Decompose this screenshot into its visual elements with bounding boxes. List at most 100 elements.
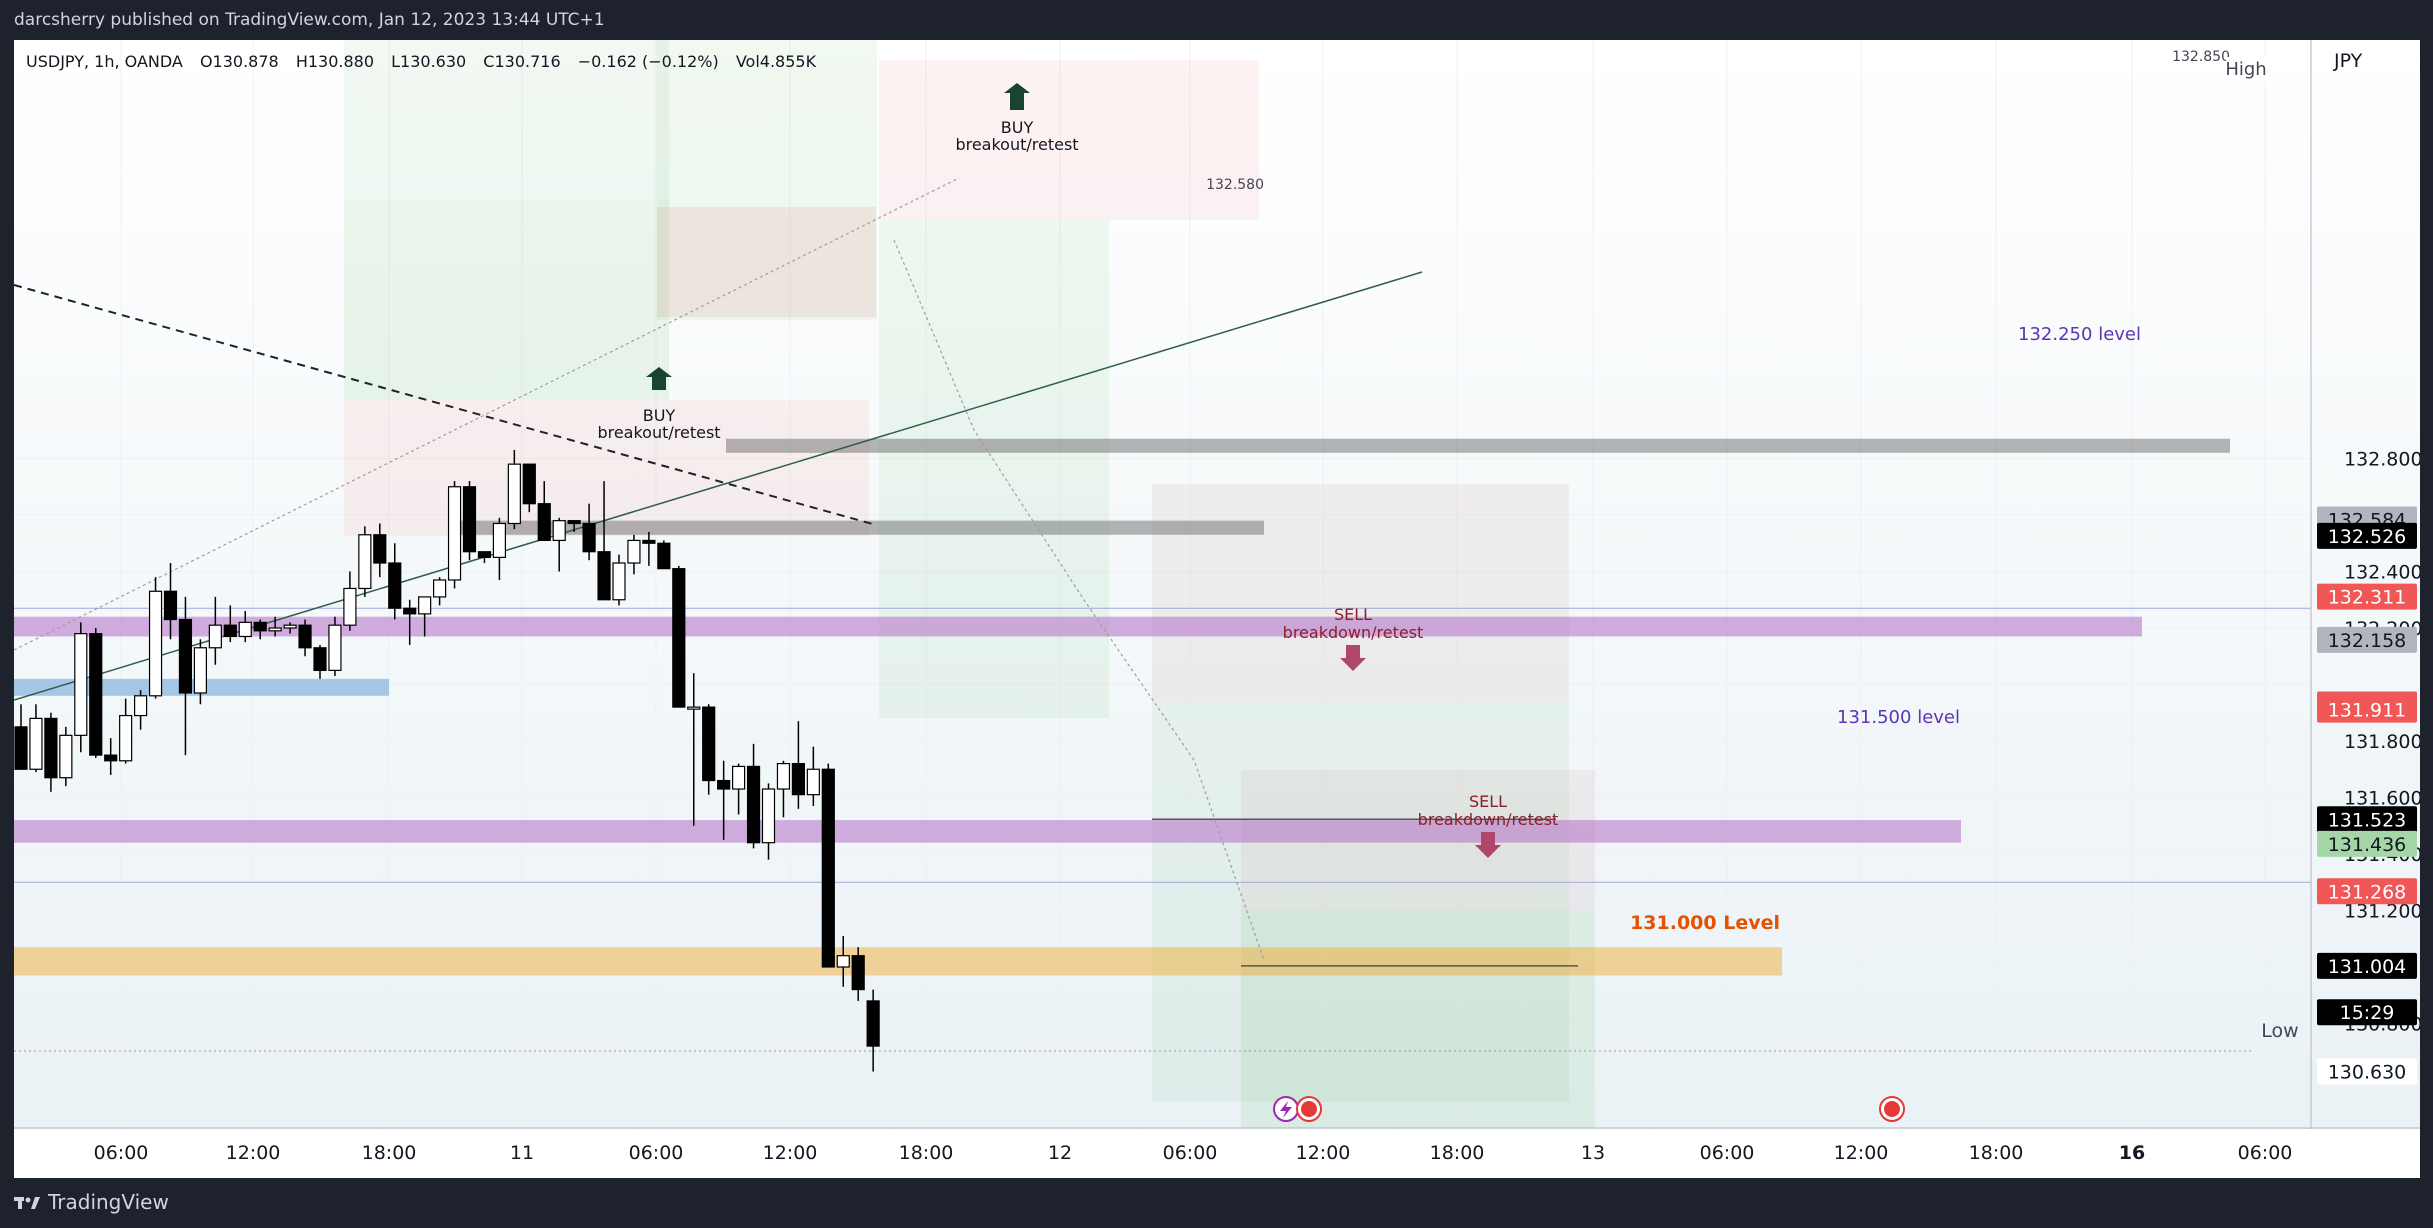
candle <box>418 596 432 637</box>
candle-body <box>268 627 282 632</box>
candle-body <box>283 624 297 629</box>
tradingview-logo[interactable]: TradingView <box>14 1178 169 1227</box>
footer: TradingView <box>0 1178 2433 1227</box>
price-label-text: 131.911 <box>2328 700 2407 722</box>
candle <box>208 596 222 665</box>
price-label-text: 131.523 <box>2328 809 2407 831</box>
candle <box>672 565 686 708</box>
candle-body <box>238 621 252 638</box>
candle <box>178 596 193 756</box>
buy-arrow-icon <box>646 367 672 390</box>
candle-body <box>343 587 357 626</box>
candle <box>148 577 163 699</box>
event-icons[interactable] <box>1273 1096 1905 1122</box>
candle <box>642 531 656 566</box>
sell-annotation-1: SELL breakdown/retest <box>1283 605 1424 671</box>
high-marker-box <box>2226 57 2266 81</box>
candle-body <box>672 568 686 708</box>
buy-label-detail: breakout/retest <box>597 423 720 442</box>
candle <box>776 760 791 818</box>
candle-body <box>537 503 551 542</box>
level-zone <box>14 616 2142 637</box>
sell-label: SELL <box>1469 792 1507 811</box>
candle-body <box>702 706 716 782</box>
candle <box>283 622 297 634</box>
price-label-text: 132.526 <box>2328 526 2407 548</box>
candle-body <box>29 717 43 770</box>
chart-panel[interactable]: USDJPY, 1h, OANDA O130.878 H130.880 L130… <box>14 40 2420 1178</box>
price-label: 132.311 <box>2317 583 2417 610</box>
price-label-text: 130.630 <box>2328 1062 2407 1084</box>
time-tick: 18:00 <box>1969 1142 2024 1164</box>
time-tick: 12 <box>1048 1142 1072 1164</box>
time-axis[interactable]: 06:00 12:00 18:00 11 06:00 12:00 18:00 12 06:00 1… <box>94 1142 2293 1164</box>
candle-body <box>178 618 193 694</box>
price-label: 131.911 <box>2317 696 2417 723</box>
candle <box>238 611 252 643</box>
candle <box>223 605 237 643</box>
price-label-text: 132.311 <box>2328 587 2407 609</box>
position-box <box>344 40 669 200</box>
candle-body <box>462 486 477 553</box>
symbol-info: USDJPY, 1h, OANDA O130.878 H130.880 L130… <box>26 52 817 71</box>
candle <box>597 481 611 601</box>
candle-body <box>193 647 207 694</box>
candle <box>14 704 28 770</box>
sell-label-detail: breakdown/retest <box>1283 623 1424 642</box>
candle <box>567 520 581 532</box>
candle-body <box>44 717 58 779</box>
candle-body <box>776 762 791 790</box>
candle-body <box>328 624 342 671</box>
price-label-text: 132.158 <box>2328 630 2407 652</box>
position-box <box>344 200 669 400</box>
position-box <box>344 400 869 536</box>
time-tick: 06:00 <box>94 1142 149 1164</box>
time-tick: 12:00 <box>1834 1142 1889 1164</box>
candle <box>163 563 178 640</box>
time-tick: 06:00 <box>1700 1142 1755 1164</box>
candle <box>104 738 118 775</box>
time-tick: 11 <box>510 1142 534 1164</box>
candle <box>612 554 626 606</box>
candles <box>14 450 880 1072</box>
candle <box>298 619 312 657</box>
trend-line-dotted <box>14 177 960 651</box>
candle-body <box>492 522 506 558</box>
candle-body <box>806 768 820 796</box>
candle-body <box>403 607 417 615</box>
price-label-text: 131.268 <box>2328 881 2407 903</box>
position-box <box>1152 702 1569 1102</box>
candle-body <box>582 522 596 553</box>
candle <box>866 989 880 1072</box>
candle <box>791 721 806 809</box>
candle <box>836 935 850 987</box>
price-tick: 131.600 <box>2344 788 2420 810</box>
position-box <box>657 207 876 317</box>
price-label-text: 131.436 <box>2328 834 2407 856</box>
candle-body <box>373 534 387 564</box>
candle <box>119 698 133 764</box>
level-zone <box>457 520 1264 535</box>
publisher-line: darcsherry published on TradingView.com,… <box>14 10 605 30</box>
price-label: 131.436 <box>2317 830 2417 857</box>
candle <box>851 947 865 1001</box>
price-label-box <box>2317 583 2417 610</box>
candle-body <box>657 542 671 570</box>
candle-body <box>313 647 327 671</box>
candle <box>89 628 103 758</box>
candle <box>462 481 477 561</box>
candle <box>477 551 492 564</box>
candle <box>268 616 282 637</box>
time-tick: 18:00 <box>899 1142 954 1164</box>
price-label-box <box>2317 999 2417 1026</box>
zone-label-132250: 132.250 level <box>2018 324 2141 345</box>
trend-line-dashed <box>14 284 877 526</box>
candle <box>193 639 207 705</box>
volume-value: Vol4.855K <box>736 52 817 71</box>
candle <box>731 763 746 815</box>
candle <box>358 526 372 597</box>
price-labels: 132.584132.526132.311132.158131.929131.9… <box>2317 506 2417 1085</box>
candle <box>537 481 551 542</box>
sell-label-detail: breakdown/retest <box>1418 810 1559 829</box>
price-label-box <box>2317 626 2417 653</box>
